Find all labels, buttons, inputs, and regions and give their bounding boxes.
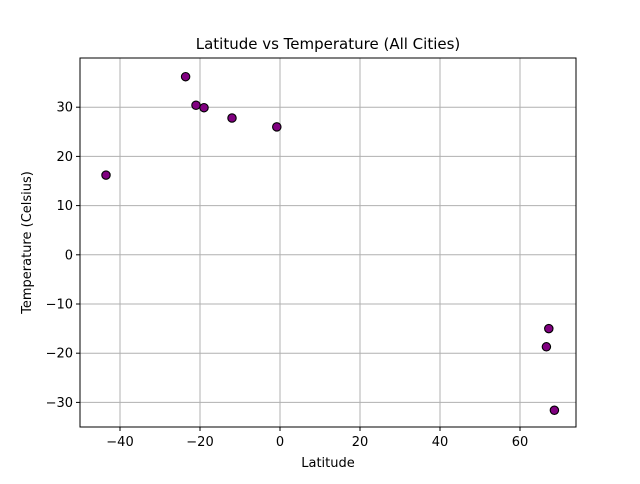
data-point: [549, 405, 560, 416]
data-point: [272, 122, 282, 132]
x-tick-label: −20: [186, 435, 213, 450]
y-tick-label: 0: [65, 248, 73, 263]
data-point: [199, 102, 209, 113]
data-point: [101, 170, 111, 180]
chart-title: Latitude vs Temperature (All Cities): [196, 35, 461, 53]
x-tick-label: 40: [432, 435, 449, 450]
data-point: [191, 100, 201, 110]
y-tick-label: −30: [46, 396, 73, 411]
x-tick-label: 60: [512, 435, 529, 450]
x-axis-label: Latitude: [301, 456, 355, 471]
plot-area-frame: [79, 57, 577, 428]
y-tick-label: 10: [56, 199, 73, 214]
data-point: [541, 342, 552, 352]
data-point: [544, 323, 554, 334]
data-points: [101, 71, 560, 416]
x-tick-label: 0: [276, 435, 284, 450]
grid: [80, 58, 576, 427]
y-tick-label: 30: [56, 101, 73, 116]
x-tick-label: 20: [352, 435, 369, 450]
y-tick-label: 20: [56, 150, 73, 165]
y-axis: −30 −20 −10 0 10 20 30: [46, 101, 80, 411]
y-tick-label: −20: [46, 347, 73, 362]
y-axis-label: Temperature (Celsius): [20, 171, 35, 315]
data-point: [227, 113, 237, 123]
x-axis: −40 −20 0 20 40 60: [106, 427, 528, 450]
x-tick-label: −40: [106, 435, 133, 450]
y-tick-label: −10: [46, 298, 73, 313]
data-point: [180, 71, 191, 82]
